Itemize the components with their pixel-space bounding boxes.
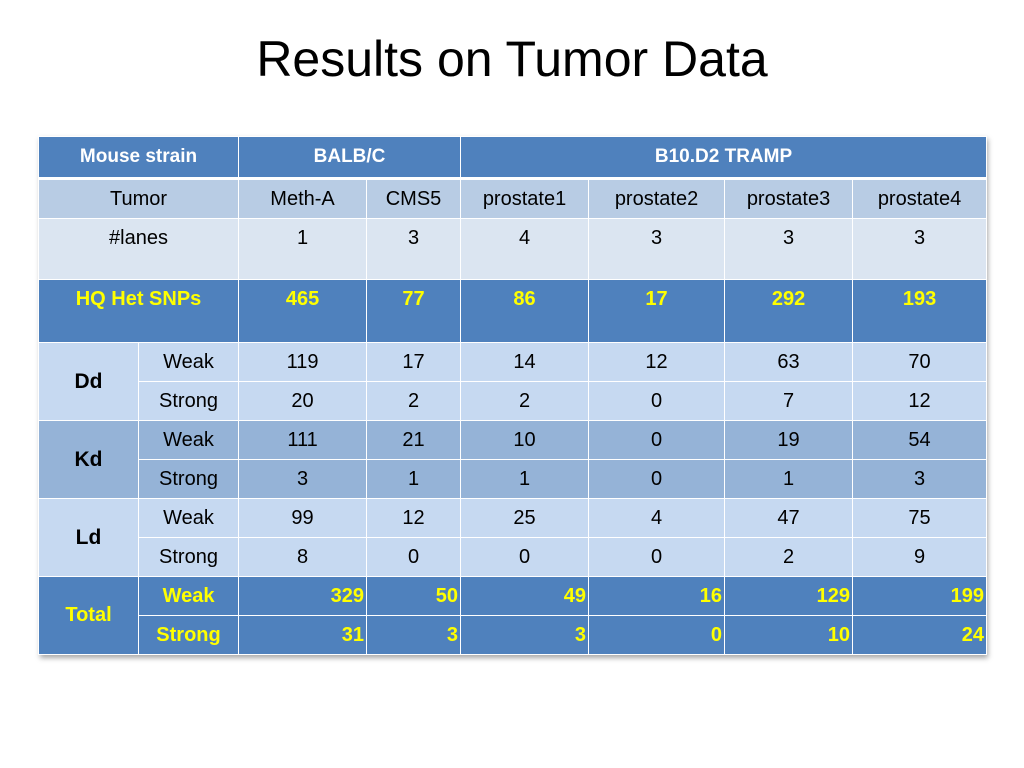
- table-cell: 199: [852, 576, 988, 616]
- table-cell: 54: [852, 420, 988, 460]
- table-cell: 3: [238, 459, 368, 499]
- table-cell: 292: [724, 279, 854, 343]
- table-cell: Meth-A: [238, 178, 368, 219]
- table-row: Strong 8 0 0 0 2 9: [39, 537, 988, 577]
- lanes-row: #lanes 1 3 4 3 3 3: [37, 218, 988, 280]
- table-cell: 0: [460, 537, 590, 577]
- table-cell: 1: [460, 459, 590, 499]
- table-cell: 63: [724, 342, 854, 382]
- table-cell: 2: [366, 381, 462, 421]
- table-cell: 0: [588, 615, 726, 655]
- table-cell: 19: [724, 420, 854, 460]
- table-cell: 12: [852, 381, 988, 421]
- table-cell: prostate2: [588, 178, 726, 219]
- table-cell: 9: [852, 537, 988, 577]
- table-cell: 16: [588, 576, 726, 616]
- table-row: Dd Weak 119 17 14 12 63 70: [38, 342, 988, 421]
- table-cell: 329: [238, 576, 368, 616]
- table-cell: 47: [724, 498, 854, 538]
- slide-title: Results on Tumor Data: [256, 31, 768, 87]
- table-cell: 99: [238, 498, 368, 538]
- table-cell: 3: [852, 459, 988, 499]
- tumor-row: Tumor Meth-A CMS5 prostate1 prostate2 pr…: [37, 178, 988, 219]
- group-label-kd: Kd: [38, 420, 139, 499]
- row-label: Strong: [137, 381, 240, 421]
- row-label: Weak: [137, 420, 240, 460]
- snp-label: HQ Het SNPs: [37, 279, 240, 343]
- table-cell: 3: [460, 615, 590, 655]
- table-cell: 70: [852, 342, 988, 382]
- table-cell: 1: [366, 459, 462, 499]
- table-cell: 12: [366, 498, 462, 538]
- snp-row: HQ Het SNPs 465 77 86 17 292 193: [37, 279, 988, 343]
- table-cell: 465: [238, 279, 368, 343]
- table-cell: 14: [460, 342, 590, 382]
- table-cell: 0: [588, 381, 726, 421]
- table-cell: 0: [588, 537, 726, 577]
- table-cell: 3: [724, 218, 854, 280]
- table-cell: 50: [366, 576, 462, 616]
- table-cell: 119: [238, 342, 368, 382]
- lanes-label: #lanes: [37, 218, 240, 280]
- table-cell: 25: [460, 498, 590, 538]
- results-table: Mouse strain BALB/C B10.D2 TRAMP Tumor M…: [37, 136, 988, 655]
- row-label: Weak: [137, 342, 240, 382]
- table-cell: 10: [724, 615, 854, 655]
- row-label: Weak: [137, 576, 240, 616]
- table-cell: 10: [460, 420, 590, 460]
- table-cell: 3: [366, 218, 462, 280]
- table-cell: 1: [238, 218, 368, 280]
- table-cell: 3: [588, 218, 726, 280]
- table-row: Ld Weak 99 12 25 4 47 75: [38, 498, 988, 577]
- table-cell: 3: [852, 218, 988, 280]
- results-table-container: Mouse strain BALB/C B10.D2 TRAMP Tumor M…: [37, 136, 988, 655]
- table-cell: 2: [460, 381, 590, 421]
- table-row: Strong 20 2 2 0 7 12: [39, 381, 988, 421]
- table-cell: 17: [588, 279, 726, 343]
- table-cell: 21: [366, 420, 462, 460]
- table-row: Kd Weak 111 21 10 0 19 54: [38, 420, 988, 499]
- table-cell: 77: [366, 279, 462, 343]
- table-cell: 75: [852, 498, 988, 538]
- row-label: Weak: [137, 498, 240, 538]
- group-label-ld: Ld: [38, 498, 139, 577]
- table-cell: 8: [238, 537, 368, 577]
- table-cell: 3: [366, 615, 462, 655]
- table-cell: 193: [852, 279, 988, 343]
- table-cell: prostate4: [852, 178, 988, 219]
- table-cell: 0: [588, 420, 726, 460]
- header-row: Mouse strain BALB/C B10.D2 TRAMP: [37, 136, 988, 179]
- row-label: Strong: [137, 537, 240, 577]
- row-label: Strong: [137, 459, 240, 499]
- table-cell: 129: [724, 576, 854, 616]
- table-cell: 1: [724, 459, 854, 499]
- table-cell: 17: [366, 342, 462, 382]
- table-row: Strong 3 1 1 0 1 3: [39, 459, 988, 499]
- table-cell: 24: [852, 615, 988, 655]
- total-row: Total Weak 329 50 49 16 129 199: [38, 576, 988, 655]
- total-label: Total: [38, 576, 139, 655]
- table-cell: 31: [238, 615, 368, 655]
- table-cell: 4: [588, 498, 726, 538]
- table-cell: 0: [366, 537, 462, 577]
- table-cell: 12: [588, 342, 726, 382]
- table-cell: 4: [460, 218, 590, 280]
- strain-b10d2-header: B10.D2 TRAMP: [460, 136, 988, 179]
- table-cell: 0: [588, 459, 726, 499]
- table-cell: 7: [724, 381, 854, 421]
- mouse-strain-header: Mouse strain: [37, 136, 240, 179]
- table-cell: 2: [724, 537, 854, 577]
- table-cell: 86: [460, 279, 590, 343]
- table-cell: 49: [460, 576, 590, 616]
- total-row: Strong 31 3 3 0 10 24: [39, 615, 988, 655]
- table-cell: CMS5: [366, 178, 462, 219]
- tumor-label: Tumor: [37, 178, 240, 219]
- strain-balbc-header: BALB/C: [238, 136, 462, 179]
- table-cell: 20: [238, 381, 368, 421]
- table-cell: prostate1: [460, 178, 590, 219]
- table-cell: 111: [238, 420, 368, 460]
- row-label: Strong: [137, 615, 240, 655]
- table-cell: prostate3: [724, 178, 854, 219]
- group-label-dd: Dd: [38, 342, 139, 421]
